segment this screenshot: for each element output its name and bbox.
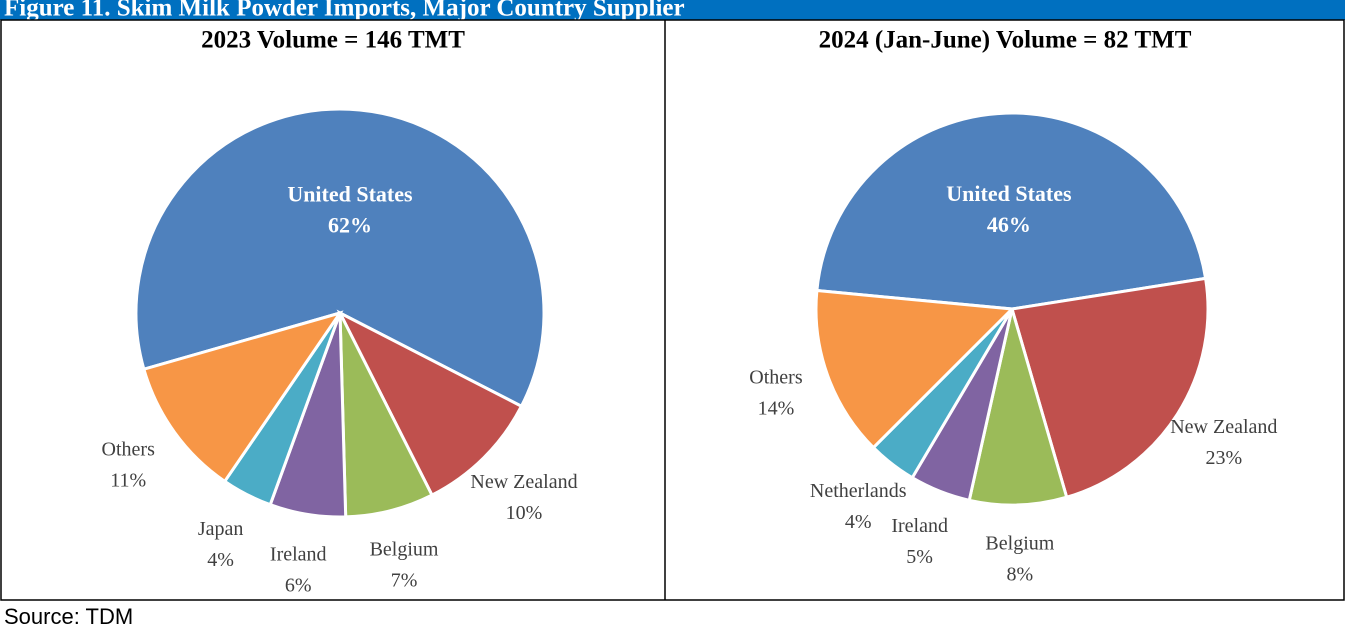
figure-title: Figure 11. Skim Milk Powder Imports, Maj… bbox=[4, 0, 685, 22]
slice-label: United States bbox=[946, 181, 1072, 206]
slice-label: New Zealand bbox=[470, 471, 577, 493]
pie-slice bbox=[336, 309, 524, 498]
chart-subtitle: 2023 Volume = 146 TMT bbox=[201, 27, 465, 54]
slice-value-label: 11% bbox=[110, 469, 146, 491]
slice-label: Belgium bbox=[985, 532, 1054, 554]
slice-label: New Zealand bbox=[1170, 416, 1277, 438]
pie-slice bbox=[815, 111, 1208, 311]
slice-label: Netherlands bbox=[810, 480, 907, 502]
slice-label: Others bbox=[749, 367, 803, 389]
pie-slice bbox=[142, 310, 344, 484]
chart-subtitle: 2024 (Jan-June) Volume = 82 TMT bbox=[819, 27, 1192, 54]
slice-label: Ireland bbox=[891, 515, 948, 537]
pie-slice bbox=[814, 288, 1016, 450]
slice-value-label: 46% bbox=[987, 212, 1031, 237]
slice-value-label: 5% bbox=[906, 546, 933, 568]
slice-value-label: 4% bbox=[845, 511, 872, 533]
slice-label: Japan bbox=[198, 518, 244, 540]
slice-value-label: 14% bbox=[758, 398, 795, 420]
pie-slice bbox=[967, 308, 1069, 507]
slice-value-label: 4% bbox=[207, 549, 234, 571]
source: Source: TDM bbox=[4, 604, 133, 629]
slice-value-label: 6% bbox=[285, 574, 312, 596]
slice-value-label: 23% bbox=[1205, 447, 1242, 469]
slice-value-label: 8% bbox=[1007, 563, 1034, 585]
frame bbox=[0, 19, 1345, 601]
slice-value-label: 62% bbox=[328, 213, 372, 238]
slice-label: United States bbox=[287, 182, 413, 207]
slice-value-label: 7% bbox=[391, 570, 418, 592]
header-bar bbox=[0, 0, 1345, 20]
pie-slice bbox=[134, 107, 546, 409]
slice-value-label: 10% bbox=[506, 502, 543, 524]
slice-label: Belgium bbox=[370, 539, 439, 561]
slice-label: Ireland bbox=[270, 543, 327, 565]
slice-label: Others bbox=[102, 438, 156, 460]
pie-slice bbox=[1010, 276, 1210, 500]
